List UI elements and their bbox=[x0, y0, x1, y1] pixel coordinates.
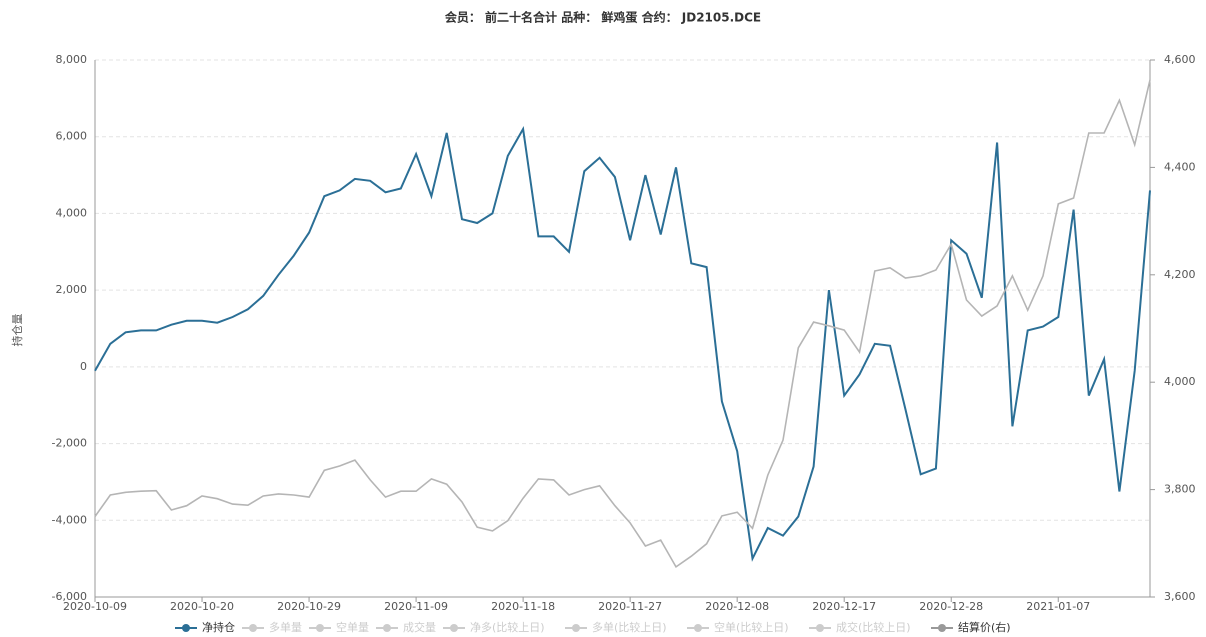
x-tick-label: 2020-11-18 bbox=[491, 600, 555, 613]
y2-tick-label: 3,800 bbox=[1164, 483, 1196, 496]
x-tick-label: 2020-12-17 bbox=[812, 600, 876, 613]
legend-label[interactable]: 多单(比较上日) bbox=[592, 620, 667, 634]
x-tick-label: 2021-01-07 bbox=[1026, 600, 1090, 613]
legend-icon bbox=[383, 624, 391, 632]
y-tick-label: 0 bbox=[80, 360, 87, 373]
legend-label[interactable]: 空单量 bbox=[336, 620, 369, 634]
x-tick-label: 2020-11-09 bbox=[384, 600, 448, 613]
x-tick-label: 2020-12-28 bbox=[919, 600, 983, 613]
legend-label[interactable]: 成交(比较上日) bbox=[836, 620, 911, 634]
y-tick-label: 2,000 bbox=[56, 283, 88, 296]
legend-label[interactable]: 空单(比较上日) bbox=[714, 620, 789, 634]
legend-label[interactable]: 结算价(右) bbox=[958, 620, 1011, 634]
y-tick-label: -2,000 bbox=[52, 437, 87, 450]
y-tick-label: 6,000 bbox=[56, 130, 88, 143]
y-tick-label: 4,000 bbox=[56, 206, 88, 219]
y-axis-title: 持仓量 bbox=[10, 314, 24, 347]
legend-label[interactable]: 成交量 bbox=[403, 620, 436, 634]
x-tick-label: 2020-11-27 bbox=[598, 600, 662, 613]
legend-icon bbox=[572, 624, 580, 632]
legend-icon bbox=[249, 624, 257, 632]
y2-tick-label: 4,000 bbox=[1164, 375, 1196, 388]
x-tick-label: 2020-10-20 bbox=[170, 600, 234, 613]
chart-title: 会员： 前二十名合计 品种： 鲜鸡蛋 合约： JD2105.DCE bbox=[445, 10, 761, 25]
legend-icon bbox=[316, 624, 324, 632]
legend-icon bbox=[938, 624, 946, 632]
x-tick-label: 2020-10-29 bbox=[277, 600, 341, 613]
series-line bbox=[94, 125, 1151, 562]
x-tick-label: 2020-10-09 bbox=[63, 600, 127, 613]
y-tick-label: 8,000 bbox=[56, 53, 88, 66]
y2-tick-label: 4,400 bbox=[1164, 160, 1196, 173]
y-tick-label: -4,000 bbox=[52, 513, 87, 526]
legend-label[interactable]: 多单量 bbox=[269, 620, 302, 634]
legend-label[interactable]: 净持仓 bbox=[202, 620, 235, 634]
legend-label[interactable]: 净多(比较上日) bbox=[470, 620, 545, 634]
y2-tick-label: 4,600 bbox=[1164, 53, 1196, 66]
y2-tick-label: 3,600 bbox=[1164, 590, 1196, 603]
legend-icon bbox=[816, 624, 824, 632]
series-line bbox=[94, 79, 1151, 569]
y-tick-label: -6,000 bbox=[52, 590, 87, 603]
x-tick-label: 2020-12-08 bbox=[705, 600, 769, 613]
legend-icon bbox=[182, 624, 190, 632]
y2-tick-label: 4,200 bbox=[1164, 268, 1196, 281]
legend-icon bbox=[450, 624, 458, 632]
legend-icon bbox=[694, 624, 702, 632]
